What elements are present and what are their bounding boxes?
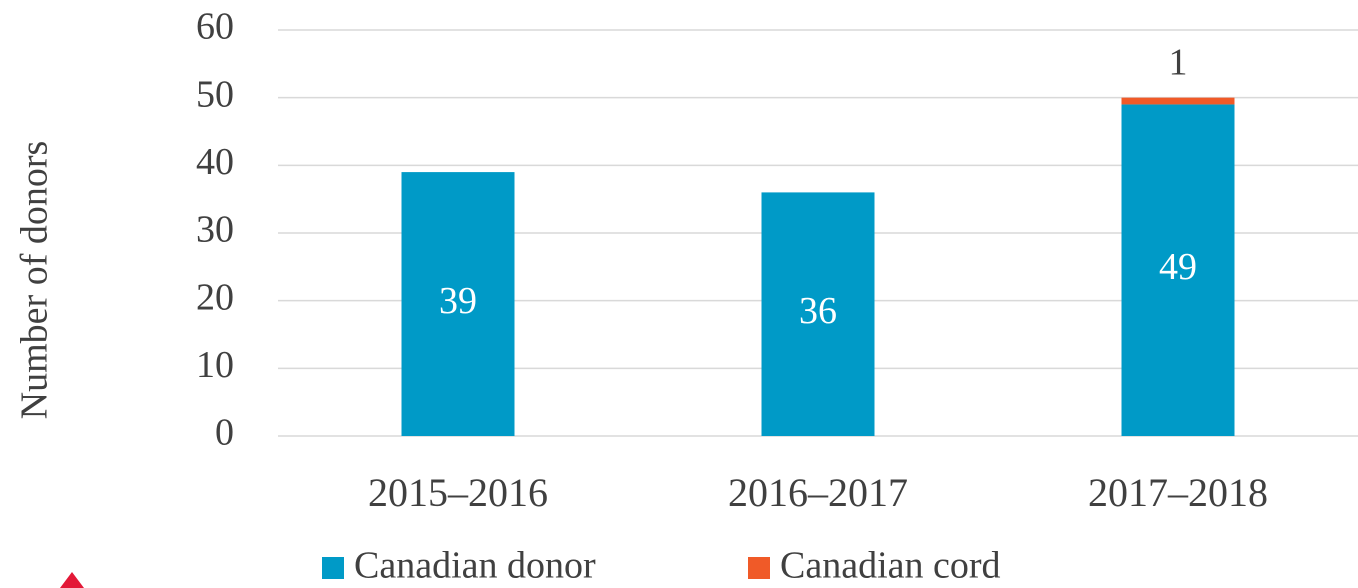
y-tick-label: 60 — [196, 6, 234, 48]
legend-swatch — [748, 557, 770, 579]
y-tick-label: 0 — [215, 412, 234, 454]
data-label: 1 — [1169, 41, 1188, 83]
data-label: 39 — [439, 280, 477, 322]
data-label: 49 — [1159, 246, 1197, 288]
legend-label: Canadian donor — [354, 545, 596, 587]
y-tick-label: 40 — [196, 141, 234, 183]
bar-segment — [401, 172, 515, 436]
legend-swatch — [322, 557, 344, 579]
x-tick-label: 2017–2018 — [1088, 470, 1268, 515]
data-label: 36 — [799, 290, 837, 332]
y-tick-label: 50 — [196, 73, 234, 115]
y-tick-label: 30 — [196, 209, 234, 251]
y-tick-label: 20 — [196, 276, 234, 318]
x-tick-label: 2016–2017 — [728, 470, 908, 515]
bar-segment — [1121, 104, 1235, 436]
logo — [60, 572, 84, 588]
x-tick-label: 2015–2016 — [368, 470, 548, 515]
y-tick-label: 10 — [196, 344, 234, 386]
bar-segment — [1121, 97, 1235, 105]
bar-segment — [761, 192, 875, 436]
y-axis-title: Number of donors — [14, 141, 56, 420]
legend-label: Canadian cord — [780, 545, 1001, 587]
